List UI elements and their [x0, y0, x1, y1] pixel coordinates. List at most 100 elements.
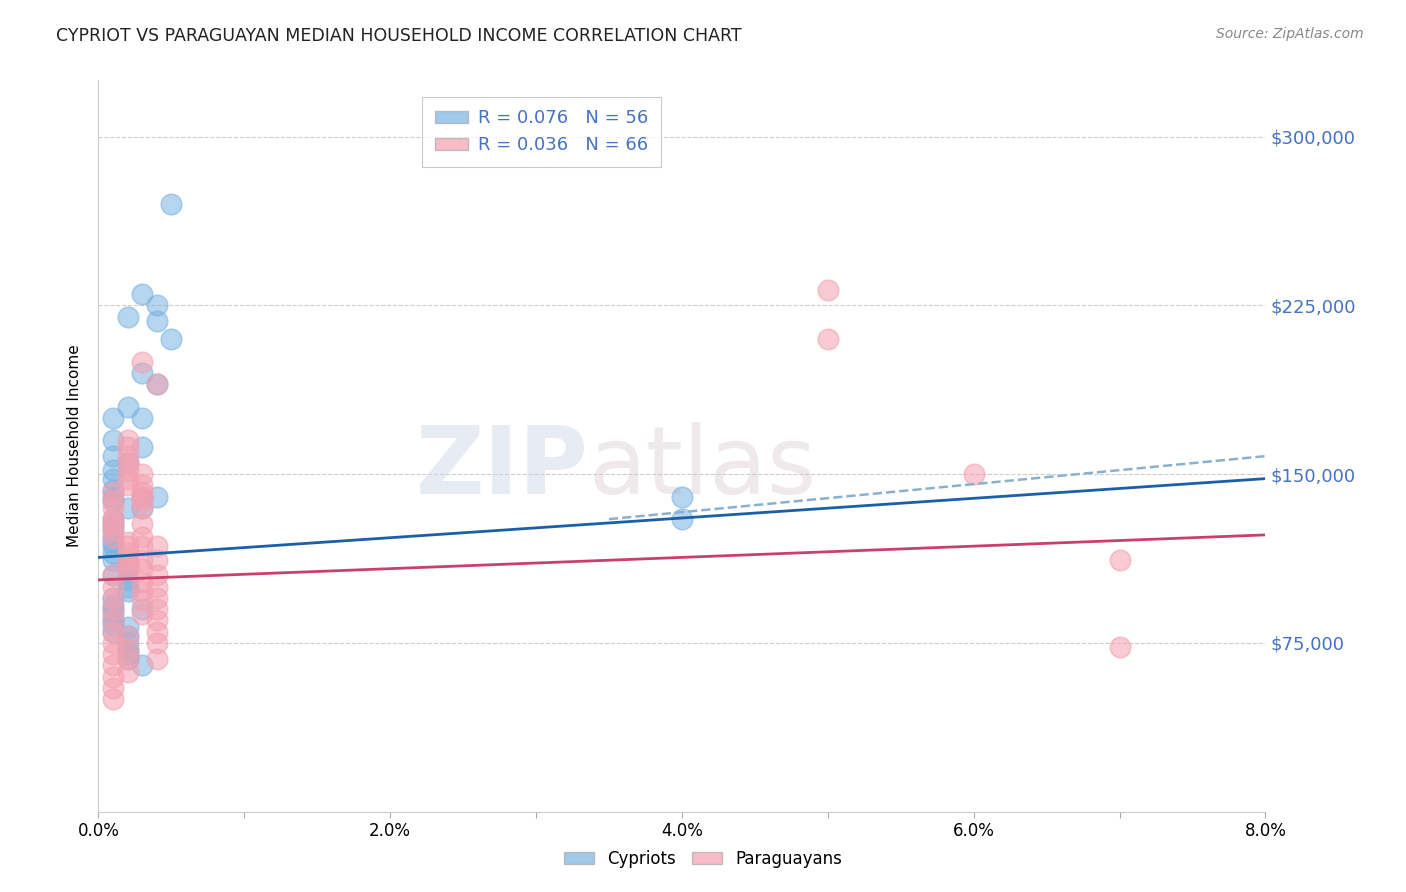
Point	[101, 670, 124, 684]
Point	[101, 524, 124, 538]
Point	[1108, 552, 1130, 566]
Point	[117, 539, 139, 553]
Legend: Cypriots, Paraguayans: Cypriots, Paraguayans	[557, 844, 849, 875]
Point	[101, 494, 124, 508]
Point	[101, 534, 124, 549]
Point	[131, 607, 153, 621]
Point	[117, 310, 139, 324]
Point	[117, 642, 139, 657]
Point	[146, 614, 169, 628]
Point	[146, 580, 169, 594]
Point	[101, 591, 124, 605]
Point	[962, 467, 984, 482]
Point	[817, 332, 839, 346]
Point	[101, 434, 124, 448]
Point	[117, 534, 139, 549]
Point	[146, 490, 169, 504]
Point	[131, 485, 153, 500]
Point	[117, 456, 139, 470]
Point	[146, 298, 169, 312]
Point	[117, 478, 139, 492]
Point	[117, 557, 139, 571]
Point	[131, 440, 153, 454]
Point	[117, 651, 139, 665]
Point	[117, 620, 139, 634]
Point	[117, 472, 139, 486]
Point	[131, 539, 153, 553]
Point	[101, 607, 124, 621]
Point	[817, 283, 839, 297]
Point	[101, 490, 124, 504]
Point	[117, 449, 139, 463]
Point	[101, 512, 124, 526]
Point	[131, 584, 153, 599]
Point	[101, 614, 124, 628]
Point	[146, 552, 169, 566]
Point	[131, 410, 153, 425]
Point	[131, 530, 153, 544]
Point	[117, 580, 139, 594]
Point	[101, 602, 124, 616]
Point	[160, 197, 183, 211]
Text: ZIP: ZIP	[416, 422, 589, 514]
Text: atlas: atlas	[589, 422, 817, 514]
Point	[101, 552, 124, 566]
Point	[131, 354, 153, 368]
Point	[101, 516, 124, 531]
Point	[101, 602, 124, 616]
Point	[101, 516, 124, 531]
Point	[131, 552, 153, 566]
Point	[146, 651, 169, 665]
Point	[101, 568, 124, 582]
Point	[101, 546, 124, 560]
Point	[146, 591, 169, 605]
Point	[101, 647, 124, 661]
Point	[160, 332, 183, 346]
Point	[117, 552, 139, 566]
Point	[131, 287, 153, 301]
Point	[117, 573, 139, 587]
Point	[117, 629, 139, 643]
Point	[131, 490, 153, 504]
Point	[101, 530, 124, 544]
Point	[101, 494, 124, 508]
Point	[131, 478, 153, 492]
Point	[101, 591, 124, 605]
Point	[101, 568, 124, 582]
Point	[101, 462, 124, 476]
Point	[131, 562, 153, 576]
Point	[1108, 640, 1130, 655]
Point	[117, 557, 139, 571]
Point	[101, 614, 124, 628]
Y-axis label: Median Household Income: Median Household Income	[67, 344, 83, 548]
Point	[101, 530, 124, 544]
Point	[146, 624, 169, 639]
Point	[117, 642, 139, 657]
Point	[671, 490, 693, 504]
Point	[117, 629, 139, 643]
Point	[131, 500, 153, 515]
Point	[131, 467, 153, 482]
Point	[131, 490, 153, 504]
Point	[671, 512, 693, 526]
Point	[101, 580, 124, 594]
Point	[101, 512, 124, 526]
Text: Source: ZipAtlas.com: Source: ZipAtlas.com	[1216, 27, 1364, 41]
Point	[117, 400, 139, 414]
Point	[117, 434, 139, 448]
Point	[117, 462, 139, 476]
Text: CYPRIOT VS PARAGUAYAN MEDIAN HOUSEHOLD INCOME CORRELATION CHART: CYPRIOT VS PARAGUAYAN MEDIAN HOUSEHOLD I…	[56, 27, 742, 45]
Point	[101, 618, 124, 632]
Point	[117, 546, 139, 560]
Point	[131, 516, 153, 531]
Legend: R = 0.076   N = 56, R = 0.036   N = 66: R = 0.076 N = 56, R = 0.036 N = 66	[422, 96, 661, 167]
Point	[101, 681, 124, 695]
Point	[101, 472, 124, 486]
Point	[117, 456, 139, 470]
Point	[117, 636, 139, 650]
Point	[131, 602, 153, 616]
Point	[117, 440, 139, 454]
Point	[131, 575, 153, 590]
Point	[101, 624, 124, 639]
Point	[101, 636, 124, 650]
